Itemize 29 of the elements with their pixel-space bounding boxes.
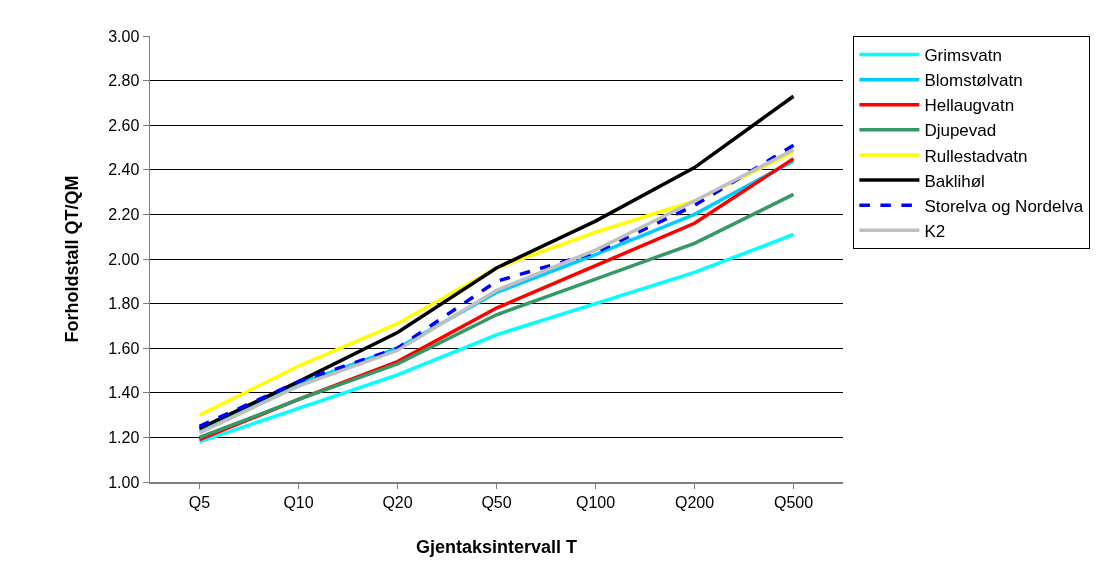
x-tick-label: Q5 (188, 493, 211, 511)
x-tick-label: Q200 (674, 493, 715, 511)
y-tick-label: 1.40 (108, 384, 140, 402)
y-tick-label: 2.60 (108, 116, 140, 134)
y-tick-label: 1.60 (108, 339, 140, 357)
legend-label: Rullestadvatn (924, 146, 1028, 166)
y-tick-label: 3.00 (108, 27, 140, 45)
x-tick-label: Q500 (773, 493, 814, 511)
legend-label: Djupevad (924, 121, 997, 141)
legend-label: Storelva og Nordelva (924, 196, 1084, 216)
x-tick-label: Q100 (575, 493, 616, 511)
x-tick-label: Q10 (283, 493, 314, 511)
y-tick-label: 2.40 (108, 161, 140, 179)
legend-label: Baklihøl (924, 171, 985, 191)
y-tick-label: 2.20 (108, 206, 140, 223)
legend-label: Grimsvatn (924, 46, 1002, 66)
legend-label: Blomstølvatn (924, 71, 1023, 91)
line-series (197, 232, 796, 444)
y-tick-label: 2.00 (108, 250, 140, 268)
y-tick-label: 1.80 (108, 295, 140, 313)
y-tick-label: 2.80 (108, 72, 140, 90)
y-tick-label: 1.20 (108, 429, 140, 446)
x-tick-label: Q20 (382, 493, 413, 511)
y-tick-label: 1.00 (108, 473, 140, 491)
y-axis-title: Forholdstall QT/QM (61, 175, 82, 343)
x-tick-label: Q50 (481, 493, 512, 511)
x-axis-title: Gjentaksintervall T (415, 536, 578, 557)
legend-label: Hellaugvatn (924, 96, 1015, 116)
legend-label: K2 (924, 221, 946, 241)
